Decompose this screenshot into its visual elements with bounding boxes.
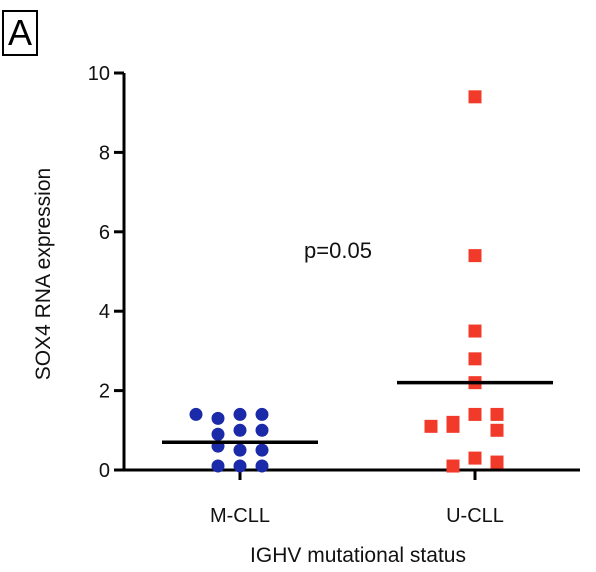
x-tick-label-M-CLL: M-CLL [210,505,270,527]
point-U-CLL-10 [490,407,504,421]
point-U-CLL-9 [424,419,438,433]
point-U-CLL-1 [468,249,482,263]
axes: M-CLL U-CLL [122,73,580,527]
point-M-CLL-6 [255,423,269,437]
point-U-CLL-7 [446,419,460,433]
y-tick-label-0: 0 [99,460,110,482]
y-tick-label-6: 6 [99,222,110,244]
point-M-CLL-10 [233,459,247,473]
point-M-CLL-7 [233,443,247,457]
point-U-CLL-2 [468,324,482,338]
y-ticks: 0 2 4 6 8 10 [88,63,124,482]
point-M-CLL-0 [233,407,247,421]
y-tick-label-2: 2 [99,381,110,403]
x-axis-label: IGHV mutational status [250,544,466,567]
point-U-CLL-3 [468,352,482,366]
point-U-CLL-11 [468,451,482,465]
point-M-CLL-9 [255,443,269,457]
point-U-CLL-8 [490,423,504,437]
point-M-CLL-5 [211,427,225,441]
p-value-annotation: p=0.05 [304,238,372,263]
y-axis-label: SOX4 RNA expression [32,168,55,380]
y-tick-label-4: 4 [99,301,110,323]
point-U-CLL-5 [468,407,482,421]
point-M-CLL-1 [211,411,225,425]
point-M-CLL-3 [189,407,203,421]
data-points [189,90,504,473]
point-U-CLL-13 [490,455,504,469]
point-M-CLL-11 [211,459,225,473]
point-M-CLL-2 [255,407,269,421]
point-M-CLL-4 [233,423,247,437]
panel-label: A [2,10,38,56]
y-tick-label-8: 8 [99,142,110,164]
point-U-CLL-12 [446,459,460,473]
x-tick-label-U-CLL: U-CLL [446,505,504,527]
point-M-CLL-12 [255,459,269,473]
point-U-CLL-0 [468,90,482,104]
mean-lines [162,380,553,444]
y-tick-label-10: 10 [88,63,110,85]
